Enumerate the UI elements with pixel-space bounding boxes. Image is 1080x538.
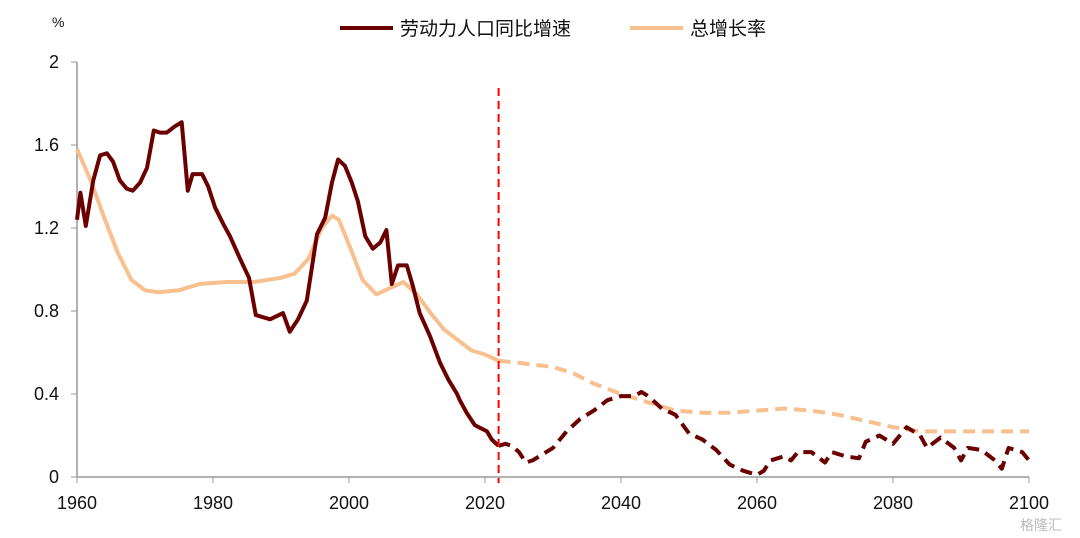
- x-tick-label: 2080: [873, 493, 913, 513]
- legend-label-total: 总增长率: [690, 18, 766, 40]
- plot-area: [75, 88, 1031, 483]
- y-tick-label: 0: [49, 467, 59, 487]
- x-tick-label: 2060: [737, 493, 777, 513]
- total-growth-line-forecast: [498, 358, 1029, 434]
- x-tick-label: 1960: [57, 493, 97, 513]
- y-tick-label: 1.6: [34, 135, 59, 155]
- legend: 劳动力人口同比增速 总增长率: [340, 18, 766, 40]
- axes: 1960 1980 2000 2020 2040 2060 2080 2100 0 0.4 0.8 1…: [34, 52, 1049, 513]
- y-tick-label: 2: [49, 52, 59, 72]
- x-tick-label: 1980: [193, 493, 233, 513]
- labor-force-growth-line-actual: [75, 120, 500, 448]
- labor-force-growth-line-forecast: [498, 389, 1031, 477]
- x-tick-label: 2100: [1009, 493, 1049, 513]
- x-tick-label: 2020: [465, 493, 505, 513]
- y-unit-label: %: [52, 14, 64, 30]
- y-tick-label: 0.4: [34, 384, 59, 404]
- y-tick-label: 1.2: [34, 218, 59, 238]
- x-tick-label: 2040: [601, 493, 641, 513]
- y-tick-label: 0.8: [34, 301, 59, 321]
- legend-label-labor: 劳动力人口同比增速: [400, 18, 571, 40]
- x-tick-label: 2000: [329, 493, 369, 513]
- watermark: 格隆汇: [1020, 517, 1062, 533]
